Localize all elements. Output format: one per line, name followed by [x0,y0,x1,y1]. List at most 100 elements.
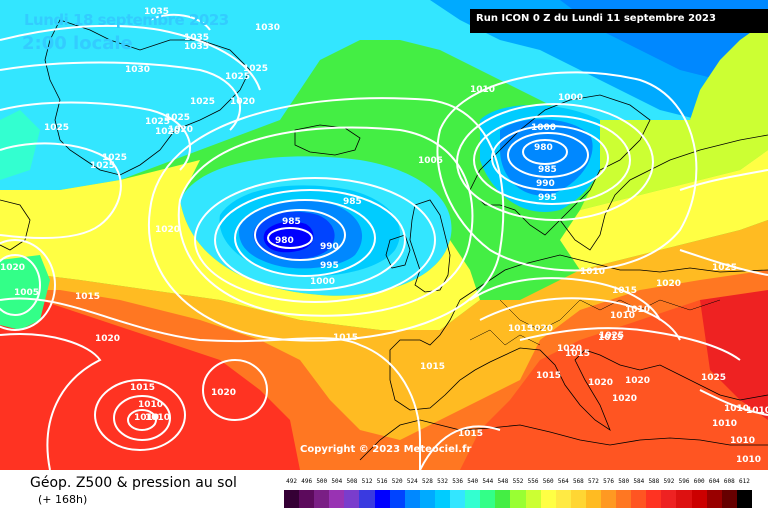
isobar-label: 1000 [558,93,583,103]
isobar-1020-greenland [0,101,191,171]
legend-swatch [555,490,571,508]
isobar-label: 1025 [243,64,268,74]
isobar-scandi-980 [522,139,568,165]
isobars [0,13,768,470]
legend-swatch [585,490,601,508]
isobar-label: 1020 [168,125,193,135]
legend-swatch [691,490,707,508]
legend-value-label: 568 [572,478,584,485]
legend-value-label: 520 [391,478,403,485]
isobar-label: 1025 [225,72,250,82]
isobar-label: 995 [538,193,557,203]
borders [499,299,721,331]
legend-swatch [404,490,420,508]
legend-value-label: 540 [467,478,479,485]
legend-value-label: 532 [437,478,448,485]
isobar-1010-europe [469,277,661,321]
legend-swatch [525,490,541,508]
legend-swatch [434,490,451,508]
isobar-label: 1025 [190,97,215,107]
isobar-label: 1020 [155,225,180,235]
isobar-1000 [194,177,436,303]
legend-swatch [374,490,390,508]
map-canvas: 1035103510351030103010251025102010251025… [0,0,768,470]
legend-value-label: 584 [633,478,645,485]
coast-scandinavia [469,94,651,236]
isobar-label: 1010 [712,419,737,429]
isobar-label: 1025 [145,117,170,127]
isobar-label: 1010 [610,311,635,321]
legend-swatch [510,490,526,508]
coast-north-europe [459,254,768,301]
legend-value-label: 564 [557,478,569,485]
legend-labels: 492 496 500 504 508 512 516 520 524 528 532 536 540 5… [282,478,754,488]
legend-swatch [616,490,632,508]
isobar-label: 1000 [531,123,556,133]
legend-swatch [646,490,662,508]
legend-value-label: 548 [497,478,509,485]
isobar-1005 [177,126,474,317]
isobar-990 [234,199,376,277]
legend-swatch [661,490,677,508]
legend-swatch [359,490,375,508]
isobar-1020-west [0,333,102,470]
isobar-label: 990 [536,179,555,189]
model-run-info: Run ICON 0 Z du Lundi 11 septembre 2023 [470,9,768,33]
isobar-1015-africa [419,425,501,470]
product-title: Géop. Z500 & pression au sol [30,475,237,491]
legend-value-label: 588 [648,478,660,485]
isobar-scandi-1005 [436,71,698,272]
isobar-label: 1015 [598,333,623,343]
legend-value-label: 576 [603,478,614,485]
isobar-high-1020 [94,379,186,451]
legend-value-label: 592 [663,478,675,485]
legend-value-label: 524 [406,478,418,485]
isobar-label: 1010 [138,400,163,410]
isobar-label: 1020 [656,279,681,289]
map-footer: Géop. Z500 & pression au sol (+ 168h) 49… [0,470,768,512]
isobar-1020-europe [519,327,741,361]
isobar-label: 1030 [125,65,150,75]
isobar-label: 1025 [102,153,127,163]
isobar-label: 985 [343,197,362,207]
isobar-label: 1020 [230,97,255,107]
isobar-label: 1020 [211,388,236,398]
coast-south-europe [389,299,768,432]
legend-swatch [631,490,647,508]
legend-swatch [540,490,556,508]
isobar-scandi-995 [473,115,631,205]
legend-value-label: 512 [361,478,373,485]
legend-value-label: 572 [588,478,599,485]
coast-north-africa [359,419,768,461]
isobar-980 [267,227,313,249]
isobar-label: 1010 [145,413,170,423]
legend-value-label: 504 [331,478,343,485]
legend-colour-bar [284,490,752,508]
isobar-label: 1020 [557,344,582,354]
coastlines [0,19,768,461]
isobar-1030-greenland [0,24,261,91]
isobar-label: 1010 [470,85,495,95]
coast-canada [0,199,31,251]
legend-swatch [706,490,722,508]
isobar-label: 1015 [536,371,561,381]
legend-value-label: 556 [527,478,539,485]
isobar-label: 1020 [155,127,180,137]
legend-swatch [570,490,586,508]
isobar-label: 1015 [458,429,483,439]
copyright-notice: Copyright © 2023 Meteociel.fr [300,444,472,455]
isobar-label: 1025 [712,263,737,273]
legend-value-label: 516 [376,478,388,485]
legend-swatch [495,490,511,508]
legend-swatch [450,490,466,508]
legend-value-label: 580 [618,478,630,485]
field-yellow-west [0,160,480,330]
legend-value-label: 604 [708,478,720,485]
isobar-label: 995 [320,261,339,271]
legend-value-label: 596 [678,478,690,485]
isobar-label: 1015 [333,333,358,343]
legend-value-label: 544 [482,478,494,485]
isobar-985 [254,209,346,261]
isobar-1035 [149,13,211,31]
isobar-label: 1035 [144,7,169,17]
